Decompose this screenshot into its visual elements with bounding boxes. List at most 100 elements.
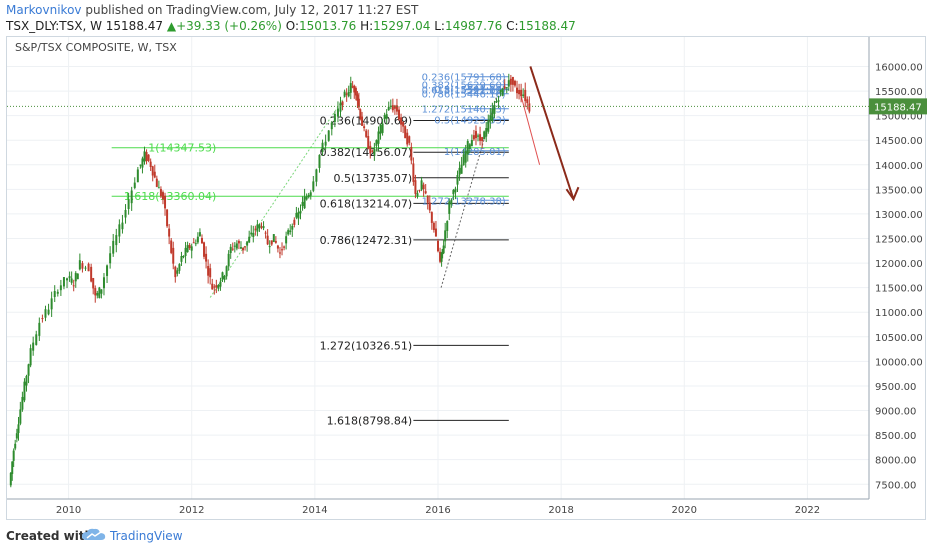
candle-body [312, 181, 315, 191]
candle-body [441, 249, 444, 254]
candle-body [309, 192, 312, 196]
candle-body [100, 289, 103, 294]
candle-body [256, 224, 259, 232]
chart-header: Markovnikov published on TradingView.com… [0, 0, 932, 36]
candle-body [511, 76, 514, 85]
candle-body [369, 145, 372, 154]
y-tick-label: 15500.00 [875, 87, 923, 98]
candle-body [215, 285, 218, 288]
candle-body [450, 199, 453, 205]
close-label: C: [506, 19, 519, 33]
candle-body [439, 251, 442, 262]
fib-trend-line-black [440, 86, 501, 288]
candle-body [395, 105, 398, 112]
y-tick-label: 11000.00 [875, 308, 923, 319]
y-tick-label: 11500.00 [875, 284, 923, 295]
candle-body [182, 255, 185, 258]
candle-body [157, 187, 160, 189]
up-arrow-icon: ▲ [166, 19, 177, 33]
candle-body [50, 298, 53, 310]
y-tick-label: 14500.00 [875, 136, 923, 147]
candle-body [248, 236, 251, 243]
candle-body [196, 236, 199, 243]
candle-body [347, 91, 350, 97]
y-tick-label: 8000.00 [875, 456, 916, 467]
author-link[interactable]: Markovnikov [6, 3, 82, 17]
candle-body [38, 322, 41, 336]
candle-body [375, 140, 378, 146]
candle-body [516, 87, 519, 94]
candle-body [62, 277, 65, 287]
candle-body [12, 450, 15, 461]
candle-body [426, 195, 429, 203]
candle-body [283, 246, 286, 248]
y-tick-label: 12000.00 [875, 259, 923, 270]
candle-body [211, 283, 214, 290]
candle-body [371, 150, 374, 152]
candle-body [489, 115, 492, 122]
ohlc-line: TSX_DLY:TSX, W 15188.47 ▲+39.33 (+0.26%)… [6, 19, 576, 33]
candle-body [98, 287, 101, 298]
candle-body [109, 253, 112, 264]
candle-body [499, 90, 502, 93]
candle-body [402, 121, 405, 127]
price-chart[interactable]: S&P/TSX COMPOSITE, W, TSX 0.236(14900.69… [7, 37, 927, 521]
candle-body [526, 99, 529, 104]
chart-area[interactable]: S&P/TSX COMPOSITE, W, TSX 0.236(14900.69… [6, 36, 927, 521]
y-tick-label: 16000.00 [875, 62, 923, 73]
candle-body [159, 189, 162, 197]
candle-body [44, 309, 47, 318]
fib-ext-label: 1.618(13360.04) [124, 190, 217, 203]
footer: Created with TradingView [0, 522, 932, 550]
candle-body [446, 221, 449, 231]
created-with-label: Created with [6, 529, 94, 543]
candle-body [227, 253, 230, 267]
candle-body [387, 106, 390, 110]
candle-body [96, 292, 99, 296]
candle-body [264, 232, 267, 234]
candle-body [458, 167, 461, 175]
x-tick-label: 2012 [179, 505, 204, 516]
candle-body [207, 266, 210, 276]
x-tick-label: 2010 [56, 505, 81, 516]
candle-body [509, 78, 512, 85]
fib-level-label: 1.272(10326.51) [320, 339, 413, 352]
down-trend-arrow [529, 66, 575, 200]
candle-body [166, 209, 169, 227]
candle-body [381, 123, 384, 133]
candle-body [363, 126, 366, 129]
low-value: 14987.76 [444, 19, 503, 33]
candle-body [495, 101, 498, 103]
candle-body [422, 184, 425, 190]
candle-body [357, 98, 360, 108]
candle-body [442, 245, 445, 254]
candle-body [41, 318, 44, 320]
candle-body [203, 242, 206, 257]
candle-body [303, 196, 306, 209]
open-value: 15013.76 [298, 19, 357, 33]
fib-blue-label: 0.382(15629.60) [422, 81, 506, 92]
publish-line: Markovnikov published on TradingView.com… [6, 3, 418, 17]
candle-body [373, 149, 376, 155]
y-tick-label: 9500.00 [875, 382, 916, 393]
candle-body [184, 247, 187, 256]
candle-body [213, 286, 216, 288]
candle-body [81, 263, 84, 269]
open-label: O: [285, 19, 299, 33]
candle-body [437, 240, 439, 252]
candle-body [268, 246, 271, 248]
candle-body [252, 232, 255, 237]
fib-level-label: 0.5(13735.07) [334, 172, 413, 185]
symbol-label: TSX_DLY:TSX, W [6, 19, 102, 33]
candle-body [250, 232, 253, 235]
candle-body [454, 188, 457, 193]
tradingview-brand-link[interactable]: TradingView [110, 529, 183, 543]
candle-body [464, 150, 467, 163]
high-label: H: [360, 19, 374, 33]
candle-body [406, 132, 409, 145]
candle-body [414, 180, 417, 194]
fib-blue-label: 0.236(15791.68) [422, 73, 506, 84]
fib-trend-line-green [209, 85, 353, 298]
candle-body [15, 433, 18, 439]
candle-body [180, 256, 183, 262]
